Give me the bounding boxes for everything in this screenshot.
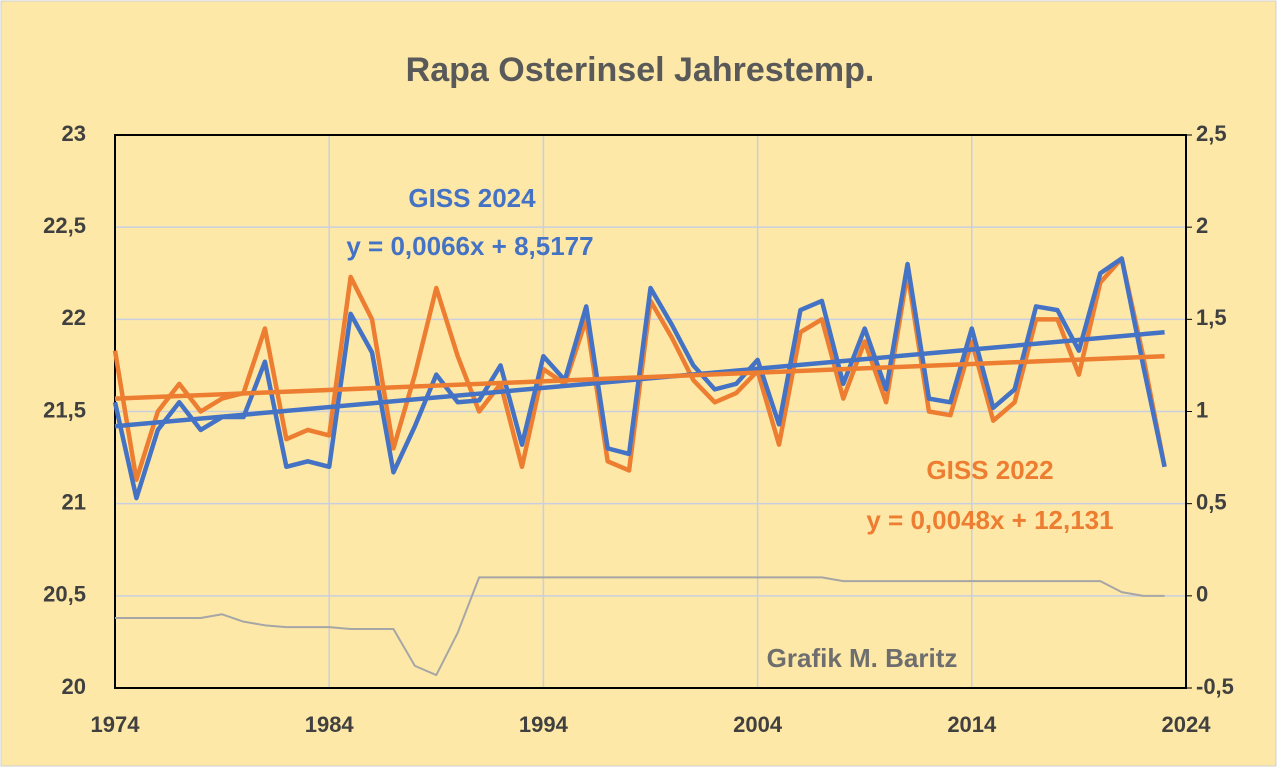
x-tick-label: 2004 [733, 712, 783, 737]
trend-line [114, 353, 1165, 401]
chart-title: Rapa Osterinsel Jahrestemp. [406, 51, 875, 89]
data-line [115, 576, 1165, 677]
y2-tick-label: 0,5 [1196, 489, 1227, 514]
annotation: y = 0,0048x + 12,131 [866, 505, 1113, 535]
y2-tick-label: 2 [1196, 213, 1208, 238]
y-tick-label: 20 [62, 674, 86, 699]
annotation: GISS 2024 [408, 183, 536, 213]
y-tick-label: 20,5 [43, 582, 86, 607]
y-tick-label: 22 [62, 305, 86, 330]
x-tick-label: 2024 [1162, 712, 1212, 737]
x-tick-label: 1984 [305, 712, 355, 737]
annotation: GISS 2022 [926, 455, 1053, 485]
x-tick-label: 2014 [947, 712, 997, 737]
y2-tick-label: 2,5 [1196, 121, 1227, 146]
y2-tick-label: 1,5 [1196, 305, 1227, 330]
y-tick-label: 23 [62, 121, 86, 146]
y2-tick-label: -0,5 [1196, 674, 1234, 699]
y-tick-label: 21 [62, 489, 86, 514]
x-tick-label: 1994 [519, 712, 569, 737]
x-tick-label: 1974 [91, 712, 141, 737]
y2-tick-label: 0 [1196, 582, 1208, 607]
y-tick-label: 22,5 [43, 213, 86, 238]
y2-tick-label: 1 [1196, 397, 1208, 422]
y-tick-label: 21,5 [43, 397, 86, 422]
annotation: y = 0,0066x + 8,5177 [346, 231, 593, 261]
annotation: Grafik M. Baritz [767, 643, 958, 673]
data-line [112, 256, 1167, 501]
